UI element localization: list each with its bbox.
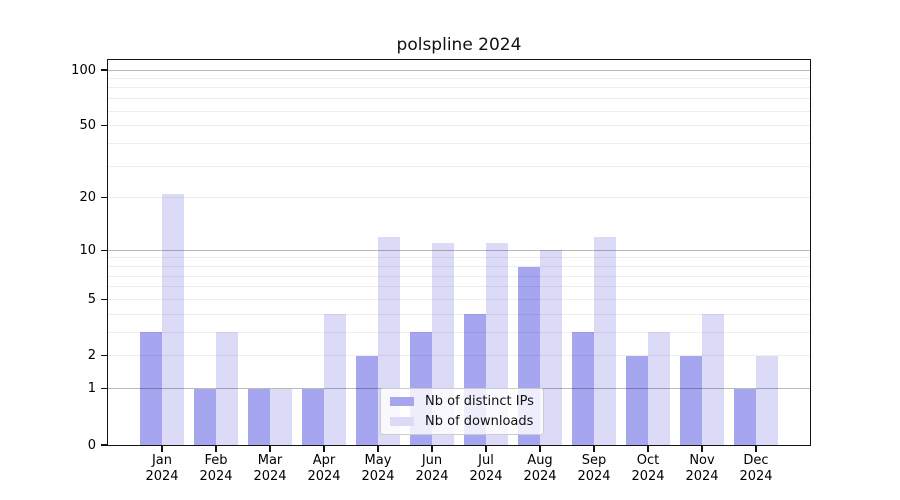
- x-tick-label: Jan 2024: [134, 453, 190, 484]
- y-tick-label: 20: [79, 190, 96, 206]
- x-tick-mark: [539, 446, 541, 452]
- bar-distinct-ips-sep: [572, 332, 594, 445]
- y-tick-mark: [101, 197, 108, 199]
- x-tick-label-year: 2024: [739, 468, 773, 484]
- x-tick-label: Apr 2024: [296, 453, 352, 484]
- x-tick-label: Jul 2024: [458, 453, 514, 484]
- legend-label-distinct-ips: Nb of distinct IPs: [425, 394, 534, 409]
- x-tick-label: May 2024: [350, 453, 406, 484]
- x-tick-mark: [485, 446, 487, 452]
- x-tick-label: Aug 2024: [512, 453, 568, 484]
- x-tick-mark: [377, 446, 379, 452]
- bar-distinct-ips-mar: [248, 388, 270, 445]
- y-tick-label: 10: [79, 242, 96, 258]
- legend: Nb of distinct IPs Nb of downloads: [380, 388, 544, 435]
- bar-downloads-feb: [216, 332, 238, 445]
- bar-downloads-mar: [270, 388, 292, 445]
- x-tick-label-year: 2024: [361, 468, 395, 484]
- x-tick-label: Oct 2024: [620, 453, 676, 484]
- x-tick-mark: [593, 446, 595, 452]
- y-tick-mark: [101, 355, 108, 357]
- bar-distinct-ips-feb: [194, 388, 216, 445]
- y-tick-label: 50: [79, 118, 96, 133]
- x-tick-label-year: 2024: [523, 468, 557, 484]
- x-tick-label-year: 2024: [145, 468, 179, 484]
- x-tick-label-year: 2024: [307, 468, 341, 484]
- legend-item-downloads: Nb of downloads: [390, 414, 543, 429]
- bar-downloads-sep: [594, 236, 616, 445]
- y-tick-label: 2: [87, 348, 96, 364]
- x-tick-label-year: 2024: [199, 468, 233, 484]
- y-tick-mark: [101, 249, 108, 251]
- bar-downloads-nov: [702, 314, 724, 445]
- x-tick-mark: [647, 446, 649, 452]
- legend-label-downloads: Nb of downloads: [425, 414, 534, 429]
- x-tick-label: Sep 2024: [566, 453, 622, 484]
- bar-distinct-ips-dec: [734, 388, 756, 445]
- x-tick-mark: [755, 446, 757, 452]
- legend-item-distinct-ips: Nb of distinct IPs: [390, 394, 543, 409]
- bar-distinct-ips-jan: [140, 332, 162, 445]
- plot-area: Nb of distinct IPs Nb of downloads: [107, 59, 811, 446]
- x-tick-label: Jun 2024: [404, 453, 460, 484]
- x-tick-label: Dec 2024: [728, 453, 784, 484]
- bar-downloads-jan: [162, 193, 184, 445]
- bar-downloads-apr: [324, 314, 346, 445]
- y-tick-label: 100: [71, 62, 96, 78]
- x-tick-label: Mar 2024: [242, 453, 298, 484]
- x-tick-label-year: 2024: [577, 468, 611, 484]
- x-tick-mark: [269, 446, 271, 452]
- x-tick-label: Feb 2024: [188, 453, 244, 484]
- x-tick-mark: [431, 446, 433, 452]
- y-tick-mark: [101, 444, 108, 446]
- x-tick-label-year: 2024: [685, 468, 719, 484]
- bar-downloads-aug: [540, 250, 562, 445]
- x-tick-label-year: 2024: [469, 468, 503, 484]
- x-tick-mark: [701, 446, 703, 452]
- bar-downloads-dec: [756, 355, 778, 445]
- x-tick-label-year: 2024: [415, 468, 449, 484]
- y-tick-mark: [101, 298, 108, 300]
- y-tick-label: 5: [87, 291, 96, 307]
- bar-distinct-ips-oct: [626, 355, 648, 445]
- y-tick-mark: [101, 69, 108, 71]
- y-tick-mark: [101, 388, 108, 390]
- chart-title: polspline 2024: [396, 35, 522, 55]
- y-tick-mark: [101, 124, 108, 127]
- legend-swatch-downloads: [390, 417, 414, 426]
- bar-distinct-ips-nov: [680, 355, 702, 445]
- bar-distinct-ips-may: [356, 355, 378, 445]
- y-tick-label: 1: [87, 381, 96, 397]
- x-tick-mark: [323, 446, 325, 452]
- legend-swatch-distinct-ips: [390, 397, 414, 406]
- x-tick-mark: [161, 446, 163, 452]
- x-tick-label: Nov 2024: [674, 453, 730, 484]
- bar-distinct-ips-apr: [302, 388, 324, 445]
- y-tick-label: 0: [87, 437, 96, 453]
- bar-downloads-oct: [648, 332, 670, 445]
- x-tick-label-year: 2024: [631, 468, 665, 484]
- x-tick-mark: [215, 446, 217, 452]
- x-tick-label-year: 2024: [253, 468, 287, 484]
